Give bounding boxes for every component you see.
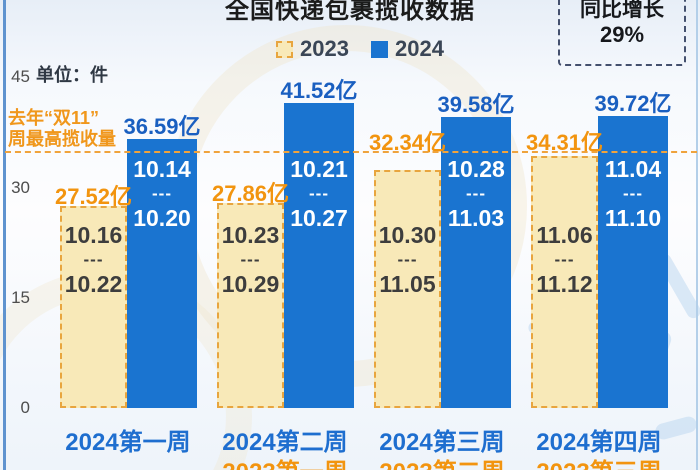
bar-2023-week4 [531,155,598,408]
bar-2023-week1 [60,205,127,408]
annotation-line-2: 周最高揽收量 [8,129,116,149]
value-label-2023-week2: 27.86亿 [211,181,290,207]
bar-2023-week2 [217,203,284,408]
date-separator: --- [309,184,329,203]
annotation-line-1: 去年“双11” [8,108,100,128]
reference-line-annotation: 去年“双11” 周最高揽收量 [8,108,116,150]
date-end: 10.29 [221,271,280,297]
date-separator: --- [397,250,418,269]
x-label-2024-week1: 2024第一周 [65,429,191,456]
yoy-growth-label: 同比增长 [580,0,664,21]
bar-2023-week3 [374,170,441,408]
plot-right-border [696,0,698,470]
legend-item-2023: 2023 [276,36,349,62]
date-separator: --- [466,184,486,203]
legend-label-2024: 2024 [395,36,444,61]
legend-swatch-2024 [371,40,388,58]
date-separator: --- [554,250,575,269]
value-label-2024-week2: 41.52亿 [280,77,358,103]
x-label-2024-week3: 2024第三周 [379,429,505,456]
bar-2024-week2 [284,102,354,408]
y-axis-tick-15: 15 [11,287,30,307]
date-start: 10.28 [447,156,505,182]
yoy-growth-box: 同比增长 29% [558,0,686,66]
date-start: 10.14 [133,156,191,182]
reference-line [5,151,697,153]
y-axis-line [3,0,6,470]
y-axis-tick-30: 30 [11,177,30,197]
date-end: 10.22 [64,271,123,297]
date-end: 11.12 [536,271,593,297]
date-start: 10.23 [221,222,280,248]
value-label-2023-week1: 27.52亿 [54,183,133,209]
date-start: 10.16 [64,222,123,248]
value-label-2023-week4: 34.31亿 [525,130,604,155]
date-end: 11.10 [604,205,662,231]
legend: 2023 2024 [250,36,470,62]
date-separator: --- [623,184,643,203]
date-separator: --- [83,250,104,269]
value-label-2023-week3: 32.34亿 [368,130,447,155]
bar-2024-week3 [441,117,511,408]
bar-2024-week1 [127,139,197,408]
x-label-2023-week2: 2023第一周 [205,452,365,470]
unit-label: 单位：件 [36,65,108,85]
legend-swatch-2023 [276,40,294,58]
date-range-2024-week4: 11.04 --- 11.10 [598,155,668,232]
date-start: 10.30 [378,222,437,248]
chart-title: 全国快递包裹揽收数据 [225,0,475,24]
date-separator: --- [152,184,172,203]
y-axis-tick-0: 0 [20,398,30,417]
date-range-2024-week1: 10.14 --- 10.20 [127,155,197,232]
date-start: 11.06 [536,222,593,248]
value-label-2024-week3: 39.58亿 [437,92,515,118]
date-range-2024-week2: 10.21 --- 10.27 [284,155,354,232]
yoy-growth-value: 29% [599,22,645,47]
x-label-2023-week3: 2023第二周 [362,452,522,470]
date-end: 11.03 [447,205,505,231]
date-range-2023-week3: 10.30 --- 11.05 [374,221,441,298]
date-end: 10.27 [290,205,348,231]
x-label-2024-week4: 2024第四周 [536,429,662,456]
y-axis-tick-45: 45 [11,67,30,87]
date-range-2023-week2: 10.23 --- 10.29 [217,221,284,298]
x-label-2023-week4: 2023第三周 [519,452,679,470]
legend-item-2024: 2024 [371,36,444,62]
legend-label-2023: 2023 [300,36,349,61]
date-end: 11.05 [379,271,436,297]
date-start: 11.04 [604,156,662,182]
date-range-2023-week1: 10.16 --- 10.22 [60,221,127,298]
date-range-2024-week3: 10.28 --- 11.03 [441,155,511,232]
x-label-2024-week2: 2024第二周 [222,429,348,456]
date-range-2023-week4: 11.06 --- 11.12 [531,221,598,298]
date-start: 10.21 [290,156,348,182]
value-label-2024-week4: 39.72亿 [594,91,672,117]
date-separator: --- [240,250,261,269]
value-label-2024-week1: 36.59亿 [123,114,201,140]
date-end: 10.20 [133,205,191,231]
